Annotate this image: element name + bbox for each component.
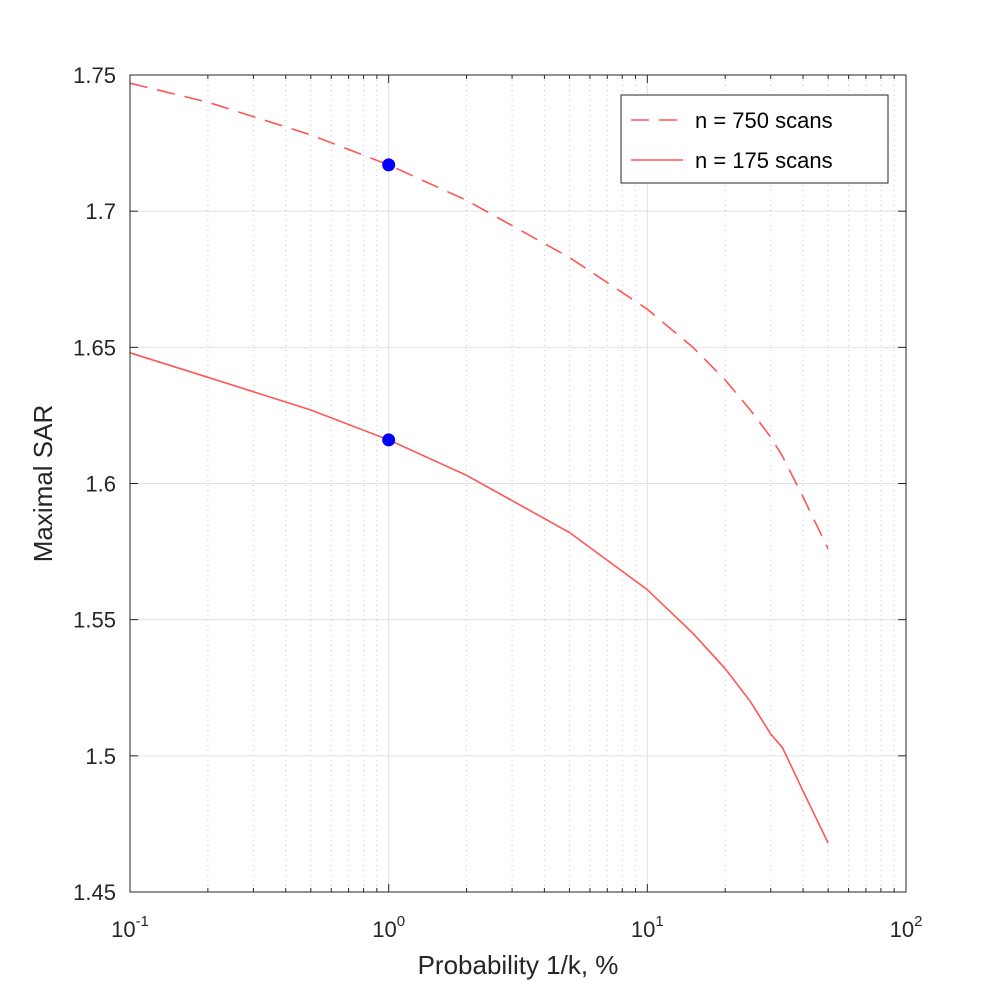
y-tick-label: 1.65 (73, 335, 116, 360)
legend-entry-label: n = 750 scans (695, 108, 833, 133)
y-tick-label: 1.7 (85, 199, 116, 224)
y-tick-label: 1.75 (73, 63, 116, 88)
x-tick-label: 101 (631, 913, 664, 942)
ticks: 10-1 100 101 102 1.45 1.5 1.55 1.6 1.65 1.7 1.75 (73, 63, 922, 942)
x-axis-label: Probability 1/k, % (418, 950, 619, 980)
y-axis-label: Maximal SAR (28, 405, 58, 562)
marker-layer (382, 158, 396, 447)
series-line-n750 (129, 82, 829, 550)
x-tick-label: 100 (372, 913, 405, 942)
y-tick-label: 1.55 (73, 608, 116, 633)
y-tick-label: 1.45 (73, 880, 116, 905)
y-tick-label: 1.6 (85, 472, 116, 497)
x-tick-label: 102 (890, 913, 923, 942)
legend-box (620, 94, 889, 184)
x-tick-label: 10-1 (111, 913, 149, 942)
legend-entry-label: n = 175 scans (695, 148, 833, 173)
y-tick-label: 1.5 (85, 744, 116, 769)
data-point-marker (382, 158, 396, 172)
series-layer (129, 82, 829, 844)
legend: n = 750 scans n = 175 scans (620, 94, 889, 184)
data-point-marker (382, 433, 396, 447)
series-line-n175 (129, 352, 829, 844)
